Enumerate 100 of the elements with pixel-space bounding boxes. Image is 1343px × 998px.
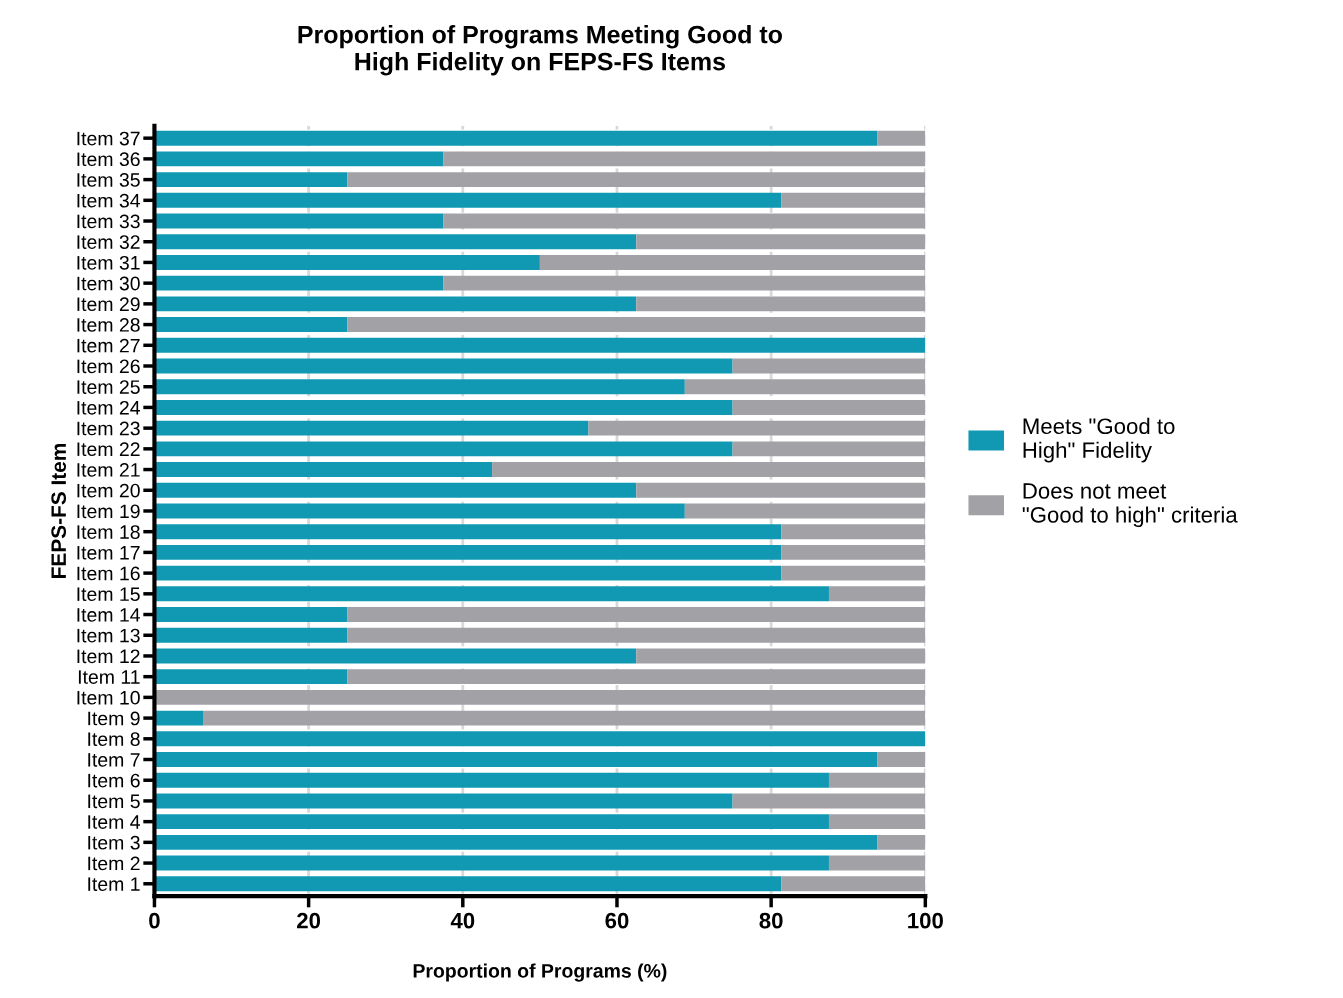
bar [154, 213, 444, 229]
y-tick-label: Item 29 [77, 297, 140, 312]
chart-title: Proportion of Programs Meeting Good to High Fidelity on FEPS-FS Items [298, 25, 782, 76]
bar [154, 544, 782, 560]
y-tick-label: Item 37 [77, 131, 140, 146]
bar [877, 752, 926, 767]
y-tick-label: Item 35 [77, 173, 140, 187]
bar [154, 752, 878, 767]
bar [154, 814, 829, 830]
bar [154, 379, 685, 395]
y-tick-label: Item 22 [77, 442, 140, 457]
y-tick-label: Item 15 [77, 587, 140, 602]
bar [154, 607, 348, 622]
bar [154, 855, 829, 871]
x-axis-title: Proportion of Programs (%) [413, 963, 667, 982]
bar [828, 586, 926, 602]
y-tick-label: Item 11 [78, 670, 140, 684]
bar [154, 669, 348, 685]
y-tick-label: Item 2 [88, 856, 140, 871]
x-tick-label: 0 [149, 912, 160, 929]
bar [781, 192, 926, 208]
bar [154, 296, 637, 312]
bar [828, 772, 926, 788]
bar [877, 834, 926, 850]
bar [732, 358, 926, 374]
y-tick-label: Item 10 [77, 690, 140, 705]
bar [492, 462, 926, 478]
bar [154, 648, 637, 664]
bar [154, 689, 926, 705]
bar [588, 420, 926, 436]
bar [781, 524, 926, 540]
y-tick-label: Item 26 [77, 359, 140, 374]
bar [154, 441, 733, 457]
bar [154, 151, 444, 167]
bar [154, 524, 782, 540]
bar [154, 358, 733, 374]
bar [781, 544, 926, 560]
y-tick-label: Item 18 [77, 525, 140, 539]
bar [732, 793, 926, 809]
bar [347, 172, 926, 188]
bar [154, 482, 637, 498]
x-tick-label: 100 [908, 912, 943, 929]
bar [154, 399, 733, 415]
bar [154, 627, 348, 643]
bar [154, 834, 878, 850]
y-tick-label: Item 1 [88, 877, 140, 892]
bar [684, 503, 926, 519]
y-tick-label: Item 31 [77, 255, 140, 270]
y-axis-title: FEPS-FS Item [51, 443, 67, 578]
bar [154, 503, 685, 519]
y-tick-label: Item 9 [88, 711, 140, 726]
bar [732, 399, 926, 415]
bar [347, 607, 926, 622]
bar [347, 627, 926, 643]
bar [154, 130, 878, 146]
bar [539, 254, 926, 270]
y-tick-label: Item 7 [88, 753, 140, 767]
legend-label: Does not meet "Good to high" criteria [1022, 483, 1238, 528]
y-tick-label: Item 14 [77, 608, 140, 622]
y-tick-label: Item 24 [77, 400, 140, 415]
y-tick-label: Item 4 [88, 815, 140, 829]
bar [781, 565, 926, 581]
bar [347, 317, 926, 333]
y-tick-label: Item 3 [88, 835, 140, 850]
y-tick-label: Item 17 [77, 546, 140, 560]
bar [154, 317, 348, 333]
bar [154, 192, 782, 208]
legend-label: Meets "Good to High" Fidelity [1023, 417, 1175, 463]
y-tick-label: Item 28 [77, 318, 140, 332]
bar [781, 876, 926, 892]
bar [154, 793, 733, 809]
bar [154, 731, 926, 747]
y-tick-label: Item 8 [88, 732, 140, 747]
bar [203, 710, 926, 726]
bar [154, 565, 782, 581]
bar [732, 441, 926, 457]
x-tick-label: 40 [450, 912, 475, 929]
y-tick-label: Item 34 [77, 193, 140, 208]
bar [828, 814, 926, 830]
bar [154, 462, 493, 478]
y-tick-label: Item 19 [77, 504, 140, 519]
bar [154, 710, 204, 726]
x-tick-label: 20 [297, 912, 321, 929]
x-tick-label: 80 [759, 912, 783, 929]
bar [636, 234, 926, 250]
y-tick-label: Item 12 [77, 649, 140, 664]
bar [154, 254, 540, 270]
bar [828, 855, 926, 871]
bar [154, 172, 348, 188]
bar [636, 296, 926, 312]
bar [443, 151, 926, 167]
bar [154, 586, 829, 602]
y-tick-label: Item 32 [77, 235, 140, 249]
bar [154, 337, 926, 353]
y-tick-label: Item 25 [77, 380, 140, 394]
y-tick-label: Item 16 [77, 566, 140, 581]
bar [347, 669, 926, 685]
y-tick-label: Item 33 [77, 214, 140, 229]
bar [636, 648, 926, 664]
y-tick-label: Item 30 [77, 276, 140, 291]
